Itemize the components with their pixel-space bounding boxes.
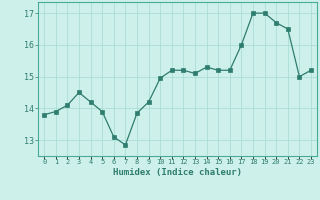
X-axis label: Humidex (Indice chaleur): Humidex (Indice chaleur) [113, 168, 242, 177]
